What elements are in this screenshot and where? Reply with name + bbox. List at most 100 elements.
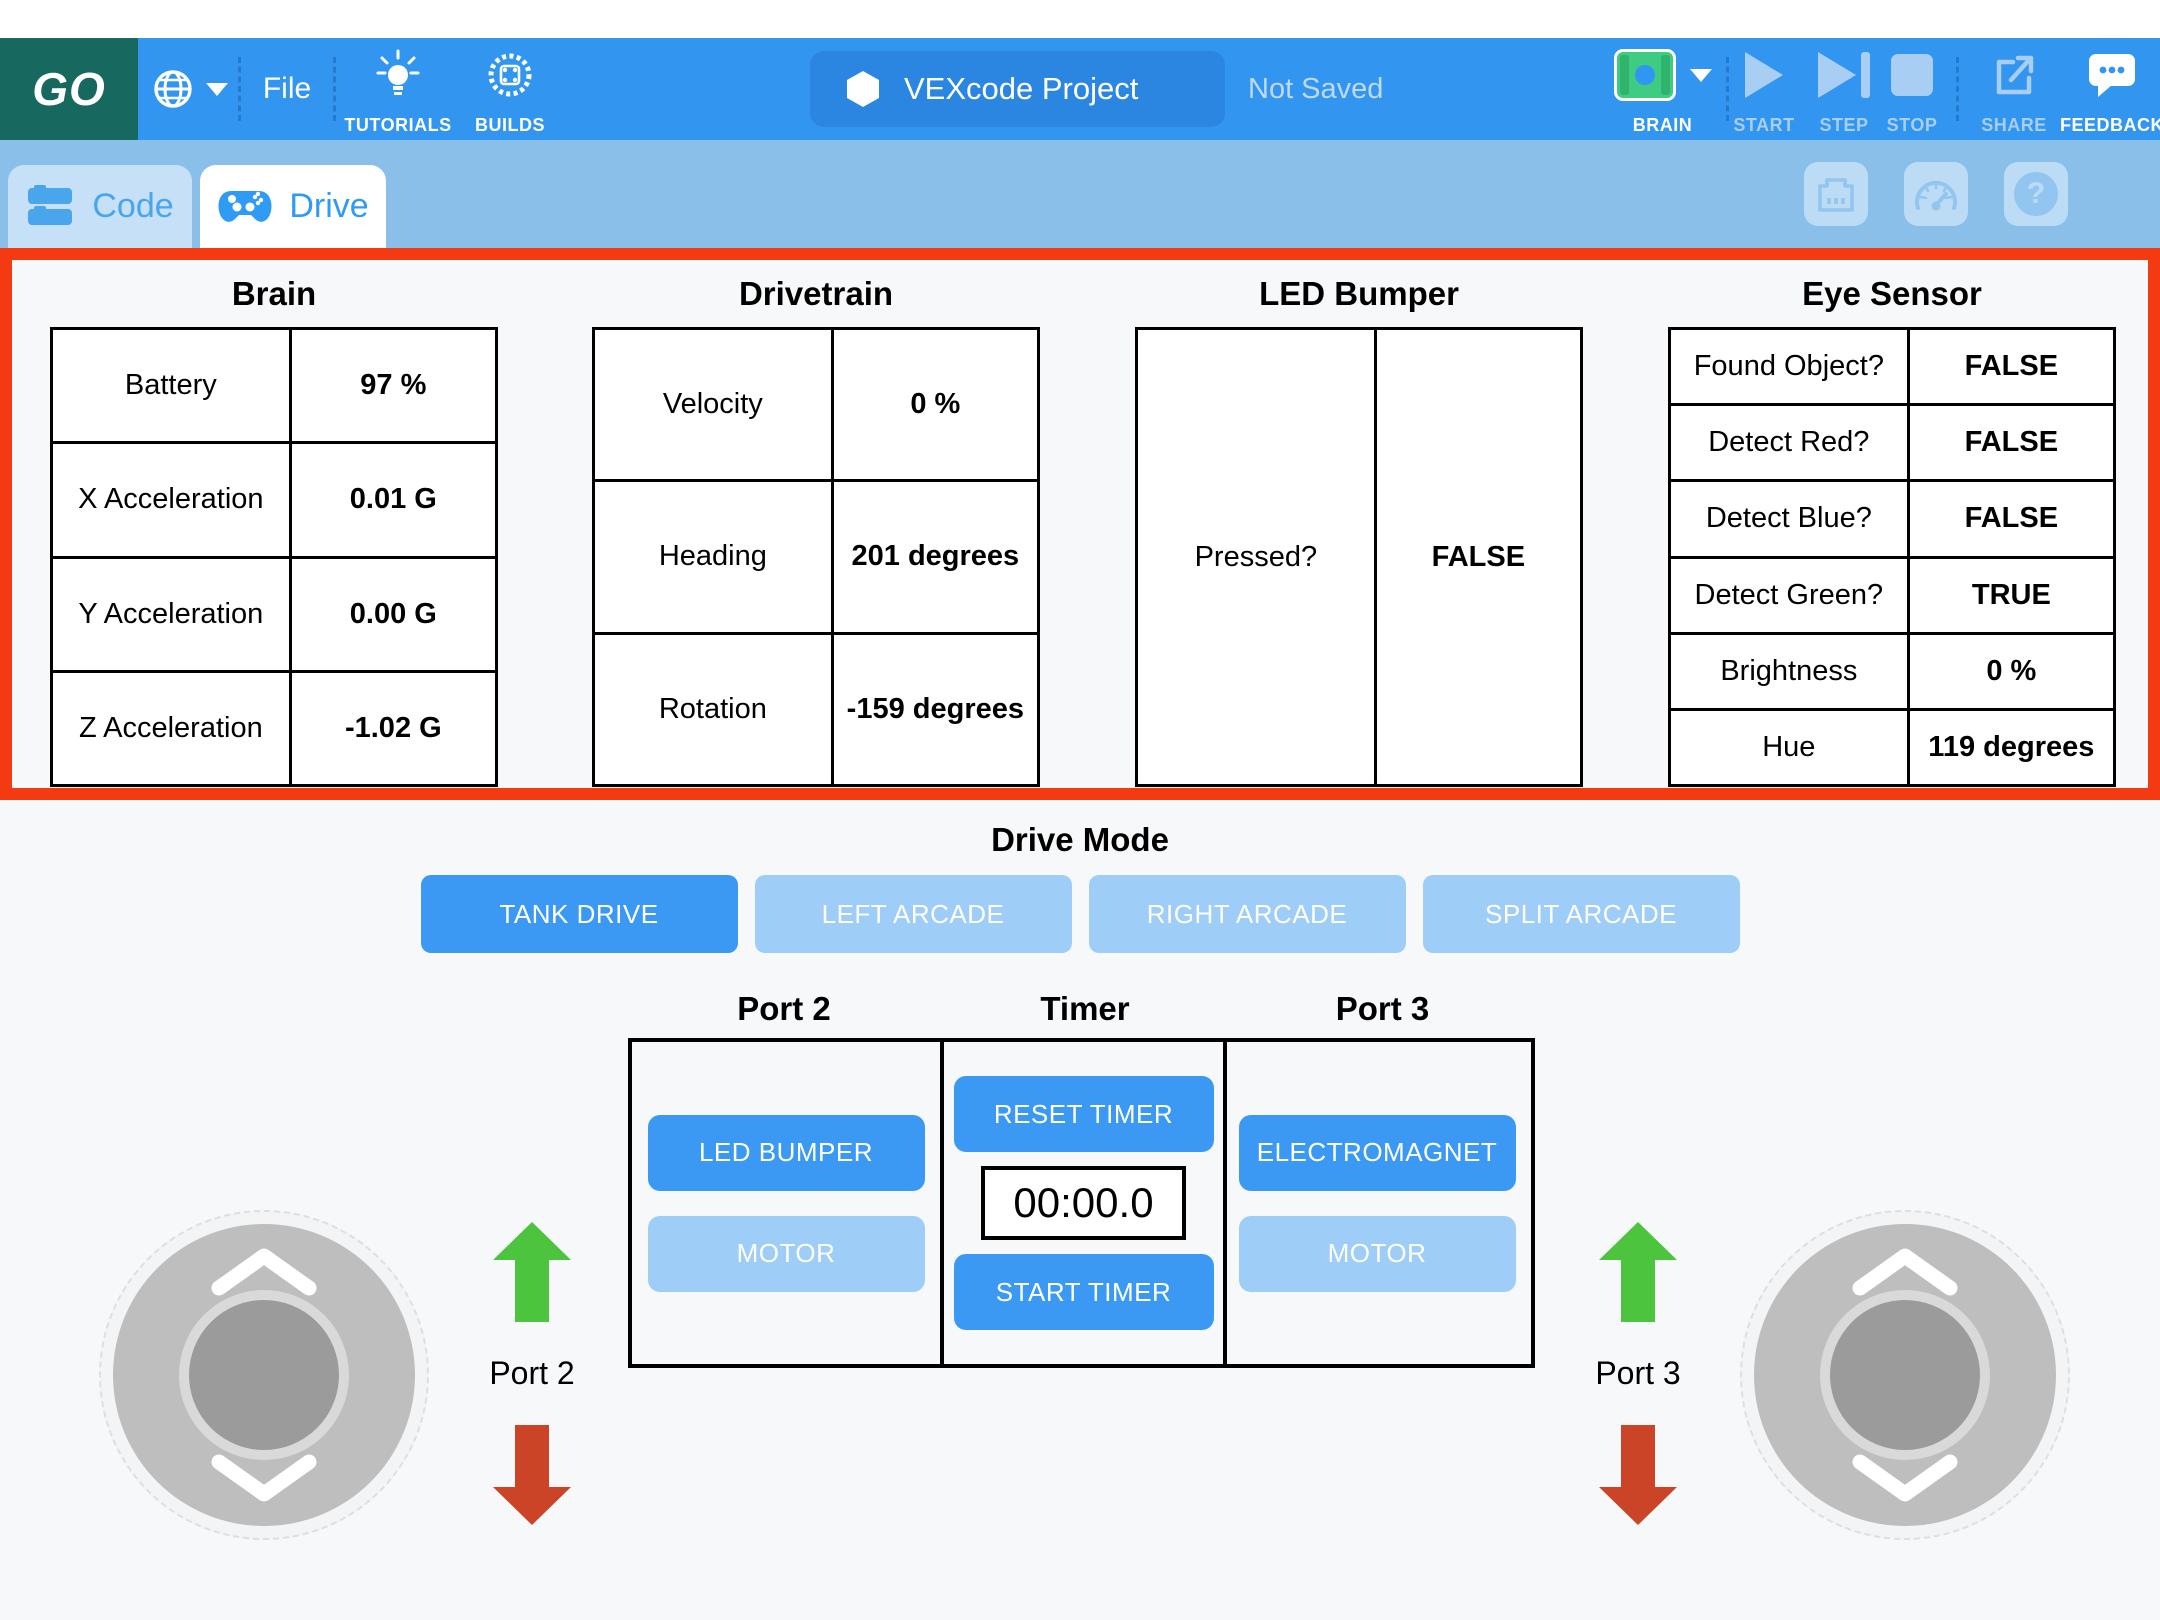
drive-mode-buttons: TANK DRIVE LEFT ARCADE RIGHT ARCADE SPLI… (0, 875, 2160, 953)
table-row: Rotation -159 degrees (595, 631, 1037, 784)
chevron-down-icon (1852, 1454, 1958, 1502)
tutorials-label: TUTORIALS (344, 115, 452, 135)
drivetrain-panel: Drivetrain Velocity 0 % Heading 201 degr… (592, 268, 1040, 787)
row-value: FALSE (1964, 350, 2059, 383)
start-button[interactable]: START (1732, 48, 1796, 136)
start-play-icon (1745, 48, 1783, 102)
timer-display: 00:00.0 (981, 1166, 1186, 1240)
row-label: Brightness (1671, 634, 1910, 708)
reset-timer-button[interactable]: RESET TIMER (953, 1076, 1214, 1152)
port3-down-arrow-icon (1599, 1425, 1677, 1525)
device-port-button[interactable] (1804, 162, 1868, 226)
table-row: Detect Red? FALSE (1671, 403, 2113, 480)
project-name-button[interactable]: VEXcode Project (810, 51, 1225, 127)
tab-drive[interactable]: Drive (200, 165, 386, 248)
left-arcade-button[interactable]: LEFT ARCADE (754, 875, 1072, 953)
table-row: Pressed? FALSE (1138, 330, 1580, 784)
app-header: GO File (0, 38, 2160, 140)
row-value: 97 % (360, 369, 427, 402)
table-row: Velocity 0 % (595, 330, 1037, 480)
row-value: 0 % (910, 388, 961, 421)
tab-drive-label: Drive (289, 187, 369, 225)
header-divider (238, 57, 241, 121)
row-value: FALSE (1964, 426, 2059, 459)
header-divider (1956, 57, 1959, 121)
chevron-up-icon (211, 1248, 317, 1296)
step-button[interactable]: STEP (1812, 48, 1876, 136)
drivetrain-table: Velocity 0 % Heading 201 degrees Rotatio… (592, 327, 1040, 787)
row-value: 201 degrees (851, 540, 1020, 573)
caret-down-icon (206, 82, 228, 96)
row-value: -1.02 G (344, 711, 442, 744)
feedback-label: FEEDBACK (2060, 115, 2160, 135)
row-label: Hue (1671, 710, 1910, 785)
help-button[interactable]: ? (2004, 162, 2068, 226)
port3-column: ELECTROMAGNET MOTOR (1227, 1042, 1527, 1364)
table-row: Hue 119 degrees (1671, 707, 2113, 785)
port-icon (1818, 178, 1854, 212)
table-row: Found Object? FALSE (1671, 330, 2113, 404)
table-row: Battery 97 % (53, 330, 495, 442)
share-label: SHARE (1981, 115, 2047, 135)
tank-drive-button[interactable]: TANK DRIVE (420, 875, 738, 953)
port3-motor-button[interactable]: MOTOR (1238, 1215, 1516, 1292)
feedback-button[interactable]: FEEDBACK (2060, 48, 2160, 136)
row-label: Detect Blue? (1671, 482, 1910, 556)
led-bumper-table: Pressed? FALSE (1135, 327, 1583, 787)
row-value: FALSE (1431, 540, 1526, 573)
table-row: Z Acceleration -1.02 G (53, 669, 495, 784)
panel-title: Eye Sensor (1802, 275, 1982, 312)
tab-bar: Code Drive (0, 140, 2160, 248)
port3-joystick-label: Port 3 (1595, 1354, 1681, 1391)
header-divider (333, 57, 336, 121)
row-label: Found Object? (1671, 330, 1910, 404)
brain-panel: Brain Battery 97 % X Acceleration 0.01 G… (50, 268, 498, 787)
port3-title: Port 3 (1335, 990, 1430, 1027)
stop-button[interactable]: STOP (1882, 48, 1942, 136)
row-value: FALSE (1964, 502, 2059, 535)
row-label: Battery (53, 330, 292, 442)
panel-title: LED Bumper (1259, 275, 1459, 312)
builds-button[interactable]: BUILDS (462, 48, 558, 136)
left-joystick-knob[interactable] (179, 1290, 349, 1460)
start-timer-button[interactable]: START TIMER (953, 1254, 1214, 1330)
builds-gear-icon (485, 48, 535, 102)
builds-label: BUILDS (475, 115, 545, 135)
split-arcade-button[interactable]: SPLIT ARCADE (1422, 875, 1740, 953)
language-menu[interactable] (150, 38, 228, 140)
row-label: Z Acceleration (53, 672, 292, 784)
table-row: Detect Blue? FALSE (1671, 479, 2113, 556)
chevron-up-icon (1852, 1248, 1958, 1296)
share-button[interactable]: SHARE (1970, 48, 2058, 136)
stop-label: STOP (1886, 115, 1938, 135)
row-label: X Acceleration (53, 444, 292, 556)
file-menu[interactable]: File (252, 38, 322, 140)
row-label: Heading (595, 482, 834, 632)
timer-title: Timer (1040, 990, 1130, 1027)
right-joystick[interactable] (1740, 1210, 2070, 1540)
left-joystick-track (113, 1224, 415, 1526)
right-joystick-track (1754, 1224, 2056, 1526)
dashboard-gauge-button[interactable] (1904, 162, 1968, 226)
right-joystick-knob[interactable] (1820, 1290, 1990, 1460)
row-label: Detect Green? (1671, 558, 1910, 632)
row-value: 0.01 G (349, 483, 437, 516)
tab-code[interactable]: Code (8, 165, 192, 248)
hexagon-icon (847, 71, 879, 107)
port2-led-bumper-button[interactable]: LED BUMPER (647, 1114, 925, 1191)
port2-column: LED BUMPER MOTOR (632, 1042, 940, 1364)
tutorials-bulb-icon (375, 48, 421, 102)
row-value: 0 % (1986, 654, 2037, 687)
row-label: Pressed? (1138, 330, 1377, 784)
led-bumper-panel: LED Bumper Pressed? FALSE (1135, 268, 1583, 787)
port2-motor-button[interactable]: MOTOR (647, 1215, 925, 1292)
port3-electromagnet-button[interactable]: ELECTROMAGNET (1238, 1114, 1516, 1191)
tutorials-button[interactable]: TUTORIALS (344, 48, 452, 136)
caret-down-icon (1689, 68, 1712, 82)
tab-code-label: Code (92, 187, 174, 225)
right-arcade-button[interactable]: RIGHT ARCADE (1088, 875, 1406, 953)
port3-up-arrow-icon (1599, 1222, 1677, 1322)
brain-selector[interactable]: BRAIN (1605, 48, 1720, 136)
help-icon: ? (2014, 172, 2058, 216)
left-joystick[interactable] (99, 1210, 429, 1540)
